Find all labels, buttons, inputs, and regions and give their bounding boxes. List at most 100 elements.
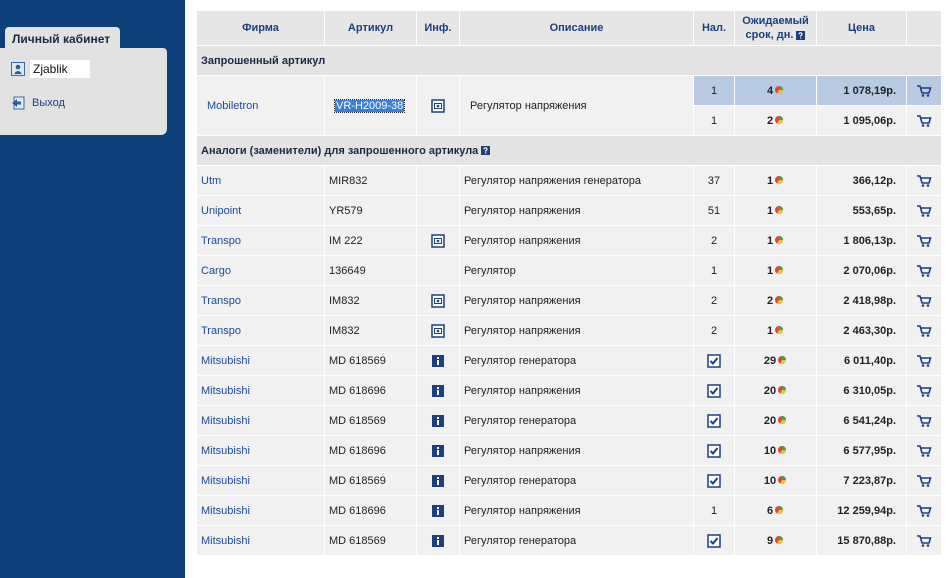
help-icon[interactable] <box>796 30 806 40</box>
firm-cell: Mitsubishi <box>196 405 325 436</box>
firm-link[interactable]: Mitsubishi <box>201 444 250 457</box>
article: IM832 <box>329 294 360 307</box>
days-cell: 1 <box>734 225 817 256</box>
stock-cell: 2 <box>693 315 735 346</box>
add-to-cart[interactable] <box>916 443 932 458</box>
offer-row: Mobiletron VR-H2009-38 Регулятор напряжени… <box>196 75 942 136</box>
stock-cell <box>693 405 735 436</box>
days-cell: 20 <box>734 375 817 406</box>
add-to-cart[interactable] <box>916 113 932 128</box>
add-to-cart[interactable] <box>916 503 932 518</box>
price: 553,65р. <box>852 204 896 217</box>
firm-link[interactable]: Mobiletron <box>207 99 259 112</box>
article: MD 618696 <box>329 504 386 517</box>
description: Регулятор генератора <box>464 474 577 487</box>
stock-cell <box>693 375 735 406</box>
header-row: Фирма Артикул Инф. Описание Нал. Ожидаемый ср… <box>196 10 942 46</box>
info-icon[interactable] <box>431 98 445 113</box>
cart-cell <box>906 195 942 226</box>
info-icon[interactable] <box>431 354 445 368</box>
article: IM832 <box>329 324 360 337</box>
firm-link[interactable]: Mitsubishi <box>201 414 250 427</box>
analog-row: Transpo IM832 Регулятор напряжения 2 1 2 463,… <box>196 315 942 346</box>
info-icon[interactable] <box>431 414 445 428</box>
stock-cell: 51 <box>693 195 735 226</box>
article-cell: IM832 <box>324 285 417 316</box>
cart-cell <box>906 75 942 106</box>
firm-link[interactable]: Transpo <box>201 234 241 247</box>
days-cell: 10 <box>734 465 817 496</box>
firm-cell: Unipoint <box>196 195 325 226</box>
info-icon[interactable] <box>431 323 445 338</box>
info-icon[interactable] <box>431 444 445 458</box>
add-to-cart[interactable] <box>916 353 932 368</box>
firm-link[interactable]: Mitsubishi <box>201 384 250 397</box>
logout-link[interactable]: Выход <box>32 97 65 109</box>
days: 1 <box>766 174 774 187</box>
analog-row: Mitsubishi MD 618696 Регулятор напряжения 1… <box>196 495 942 526</box>
info-icon[interactable] <box>431 384 445 398</box>
article-cell: MD 618569 <box>324 405 417 436</box>
days: 6 <box>766 504 774 517</box>
info-icon[interactable] <box>431 293 445 308</box>
firm-link[interactable]: Mitsubishi <box>201 504 250 517</box>
info-icon[interactable] <box>431 233 445 248</box>
section-row: Аналоги (заменители) для запрошенного ар… <box>196 135 942 166</box>
article: 136649 <box>329 264 366 277</box>
add-to-cart[interactable] <box>916 83 932 98</box>
firm-link[interactable]: Transpo <box>201 294 241 307</box>
firm-link[interactable]: Cargo <box>201 264 231 277</box>
add-to-cart[interactable] <box>916 173 932 188</box>
stock: 51 <box>707 204 721 217</box>
firm-link[interactable]: Transpo <box>201 324 241 337</box>
firm-link[interactable]: Unipoint <box>201 204 242 217</box>
days-cell: 1 <box>734 165 817 196</box>
help-icon[interactable] <box>481 146 491 156</box>
info-cell <box>416 375 460 406</box>
days-cell: 2 <box>734 285 817 316</box>
cart-column-header <box>906 10 942 46</box>
add-to-cart[interactable] <box>916 383 932 398</box>
add-to-cart[interactable] <box>916 473 932 488</box>
stock-cell: 2 <box>693 285 735 316</box>
days-cell: 20 <box>734 405 817 436</box>
article-cell: MD 618569 <box>324 345 417 376</box>
days-cell: 9 <box>734 525 817 556</box>
info-cell <box>416 435 460 466</box>
price: 366,12р. <box>852 174 896 187</box>
description: Регулятор напряжения <box>464 324 581 337</box>
info-icon[interactable] <box>431 504 445 518</box>
add-to-cart[interactable] <box>916 533 932 548</box>
firm-link[interactable]: Mitsubishi <box>201 354 250 367</box>
firm-cell: Mitsubishi <box>196 345 325 376</box>
description: Регулятор напряжения <box>464 234 581 247</box>
firm-cell: Transpo <box>196 225 325 256</box>
article: MD 618569 <box>329 474 386 487</box>
description: Регулятор напряжения <box>464 504 581 517</box>
description-cell: Регулятор генератора <box>459 465 694 496</box>
logout-icon[interactable] <box>11 96 25 110</box>
cart-cell <box>906 435 942 466</box>
firm-cell: Mitsubishi <box>196 465 325 496</box>
info-icon[interactable] <box>431 534 445 548</box>
add-to-cart[interactable] <box>916 203 932 218</box>
info-icon[interactable] <box>431 474 445 488</box>
firm-link[interactable]: Mitsubishi <box>201 474 250 487</box>
add-to-cart[interactable] <box>916 323 932 338</box>
column-header: Описание <box>459 10 694 46</box>
firm-link[interactable]: Utm <box>201 174 222 187</box>
description: Регулятор <box>464 264 516 277</box>
add-to-cart[interactable] <box>916 293 932 308</box>
firm-cell: Mitsubishi <box>196 495 325 526</box>
price: 2 463,30р. <box>843 324 896 337</box>
days: 1 <box>766 324 774 337</box>
account-panel: Zjablik Выход <box>0 48 167 135</box>
add-to-cart[interactable] <box>916 413 932 428</box>
column-header: Фирма <box>196 10 325 46</box>
stock-cell: 37 <box>693 165 735 196</box>
price-cell: 2 070,06р. <box>816 255 907 286</box>
add-to-cart[interactable] <box>916 233 932 248</box>
add-to-cart[interactable] <box>916 263 932 278</box>
firm-link[interactable]: Mitsubishi <box>201 534 250 547</box>
